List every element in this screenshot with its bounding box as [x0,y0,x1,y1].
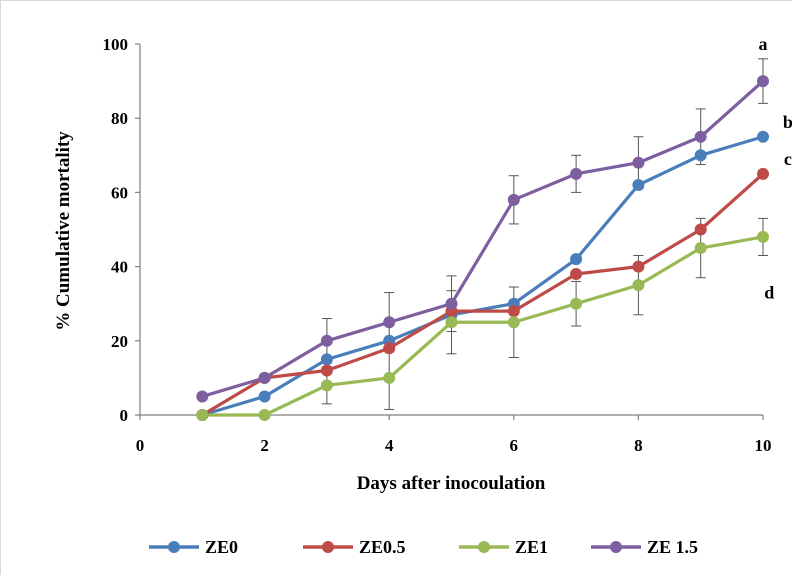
y-tick-label: 100 [103,35,129,54]
data-point [196,390,208,402]
data-point [383,342,395,354]
data-point [446,298,458,310]
x-tick-label: 4 [385,436,394,455]
x-tick-label: 2 [260,436,269,455]
data-point [259,372,271,384]
x-tick-label: 0 [136,436,145,455]
data-point [321,335,333,347]
y-tick-label: 40 [111,258,128,277]
data-point [508,194,520,206]
data-point [259,409,271,421]
data-point [570,268,582,280]
data-point [695,224,707,236]
data-point [570,298,582,310]
significance-letter: a [759,34,768,54]
significance-letter: c [784,149,792,169]
y-tick-label: 0 [120,406,129,425]
data-point [508,316,520,328]
legend-marker [478,541,490,553]
data-point [259,390,271,402]
legend-label: ZE0 [205,537,238,557]
y-tick-label: 80 [111,109,128,128]
data-point [632,179,644,191]
significance-letter: d [764,283,774,303]
y-tick-label: 60 [111,183,128,202]
data-point [695,131,707,143]
data-point [757,231,769,243]
data-point [570,253,582,265]
y-axis-title: % Cumulative mortality [53,131,74,331]
data-point [446,316,458,328]
x-tick-label: 6 [510,436,519,455]
x-axis-title: Days after inocoulation [357,473,546,494]
series-line-2 [202,174,763,415]
x-tick-label: 10 [755,436,772,455]
data-point [632,157,644,169]
legend-label: ZE0.5 [359,537,406,557]
legend-label: ZE1 [515,537,548,557]
series-line-1 [202,137,763,415]
data-point [757,168,769,180]
legend: ZE0 ZE0.5 ZE1 ZE 1.5 [149,537,698,557]
data-point [632,261,644,273]
series-line-3 [202,237,763,415]
x-tick-label: 8 [634,436,643,455]
data-point [321,364,333,376]
data-point [508,305,520,317]
legend-label: ZE 1.5 [647,537,698,557]
series-lines [202,81,763,415]
data-point [757,131,769,143]
legend-marker [322,541,334,553]
significance-letter: b [783,112,792,132]
series-line-4 [202,81,763,396]
legend-marker [610,541,622,553]
legend-marker [168,541,180,553]
data-point [321,353,333,365]
data-point [570,168,582,180]
data-point [757,75,769,87]
data-point [196,409,208,421]
data-point [695,149,707,161]
data-point [321,379,333,391]
data-point [383,372,395,384]
y-tick-label: 20 [111,332,128,351]
data-point [383,316,395,328]
data-point [695,242,707,254]
data-point [632,279,644,291]
